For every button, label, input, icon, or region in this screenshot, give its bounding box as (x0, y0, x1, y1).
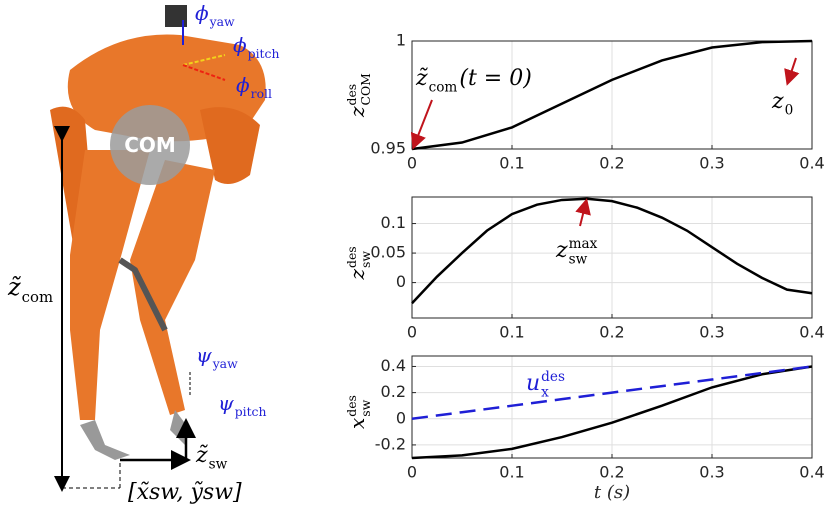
math-label: zmax sw (555, 236, 598, 267)
label-base: ϕ (195, 1, 209, 25)
math-label: udes x (526, 369, 565, 400)
label-sup: des (344, 84, 359, 106)
label-base: z (555, 238, 568, 263)
math-label: ψpitch (218, 391, 267, 419)
label-sub: x (541, 385, 549, 401)
label-sup: des (344, 395, 359, 417)
x-tick-label: 0.2 (599, 323, 624, 342)
x-tick-label: 0.4 (799, 154, 824, 173)
label-sub: sw (358, 251, 373, 268)
x-tick-label: 0 (407, 154, 417, 173)
math-label: ϕroll (236, 73, 272, 101)
math-label: ϕyaw (195, 1, 235, 29)
label-sub: com (22, 288, 53, 306)
x-tick-label: 0.4 (799, 323, 824, 342)
math-label: z0 (771, 89, 793, 119)
y-tick-label: 0 (396, 272, 406, 291)
math-label: z̃com (7, 273, 53, 306)
label-sub: pitch (248, 46, 280, 61)
label-sub: pitch (235, 404, 267, 419)
y-tick-label: 0.95 (370, 139, 406, 158)
math-label: ψyaw (196, 343, 238, 371)
label-after: (t = 0) (459, 66, 531, 91)
y-tick-label: 1 (396, 31, 406, 50)
y-axis-label: xdessw (344, 395, 373, 429)
label-base: z (345, 269, 369, 281)
y-tick-label: -0.2 (375, 434, 406, 453)
annotation-arrow (784, 57, 800, 86)
label-sub: com (429, 80, 458, 96)
annotation-arrow (575, 198, 591, 227)
math-label: z̃com(t = 0) (415, 66, 532, 96)
annotation-arrow (410, 99, 433, 150)
label-base: z̃ (415, 66, 428, 91)
label-sub: yaw (212, 356, 238, 371)
label-sub: 0 (785, 103, 794, 119)
x-tick-label: 0.1 (499, 323, 524, 342)
label-base: ψ (196, 343, 212, 367)
data-line (411, 39, 813, 151)
swing-foot-position: [x̃sw, ỹsw] (128, 480, 242, 505)
x-tick-label: 0 (407, 323, 417, 342)
x-tick-label: 0.4 (799, 463, 824, 482)
label-sub: yaw (209, 14, 235, 29)
math-label: z̃sw (195, 443, 228, 473)
math-label: xdessw (344, 395, 373, 429)
data-line (411, 365, 813, 460)
label-base: z̃ (195, 443, 208, 468)
y-tick-label: 0 (396, 408, 406, 427)
math-label: zdesCOM (344, 73, 373, 118)
y-tick-label: 0.2 (381, 382, 406, 401)
com-label: COM (124, 133, 176, 157)
label-base: x (345, 418, 369, 429)
math-label: ϕpitch (233, 33, 279, 61)
label-base: u (526, 371, 540, 396)
label-sup: des (344, 246, 359, 268)
y-axis-label: zdesCOM (344, 73, 373, 118)
math-label: zdessw (344, 246, 373, 280)
x-tick-label: 0 (407, 463, 417, 482)
label-base: z (771, 89, 784, 114)
robot-illustration (50, 5, 266, 492)
data-line (411, 365, 813, 421)
x-tick-label: 0.3 (699, 154, 724, 173)
axes-frame (411, 40, 813, 150)
x-tick-label: 0.3 (699, 463, 724, 482)
label-base: ϕ (236, 73, 250, 97)
x-tick-label: 0.3 (699, 323, 724, 342)
y-axis-label: zdessw (344, 246, 373, 280)
label-sub: sw (569, 252, 588, 268)
label-base: z (345, 106, 369, 118)
label-base: z̃ (7, 273, 22, 301)
y-tick-label: 0.1 (381, 213, 406, 232)
label-sub: sw (209, 457, 228, 473)
label-sub: roll (251, 86, 272, 101)
label-sub: COM (358, 73, 373, 106)
data-line (411, 197, 813, 305)
label-base: ϕ (233, 33, 247, 57)
y-tick-label: 0.05 (370, 243, 406, 262)
x-tick-label: 0.2 (599, 463, 624, 482)
label-base: ψ (218, 391, 234, 415)
axes-frame (411, 196, 813, 319)
x-tick-label: 0.1 (499, 463, 524, 482)
axes-frame (411, 355, 813, 459)
x-axis-label: t (s) (594, 482, 630, 503)
x-tick-label: 0.1 (499, 154, 524, 173)
label-sup: max (569, 236, 598, 252)
x-tick-label: 0.2 (599, 154, 624, 173)
label-sub: sw (358, 399, 373, 416)
y-tick-label: 0.4 (381, 356, 406, 375)
label-sup: des (541, 369, 565, 385)
